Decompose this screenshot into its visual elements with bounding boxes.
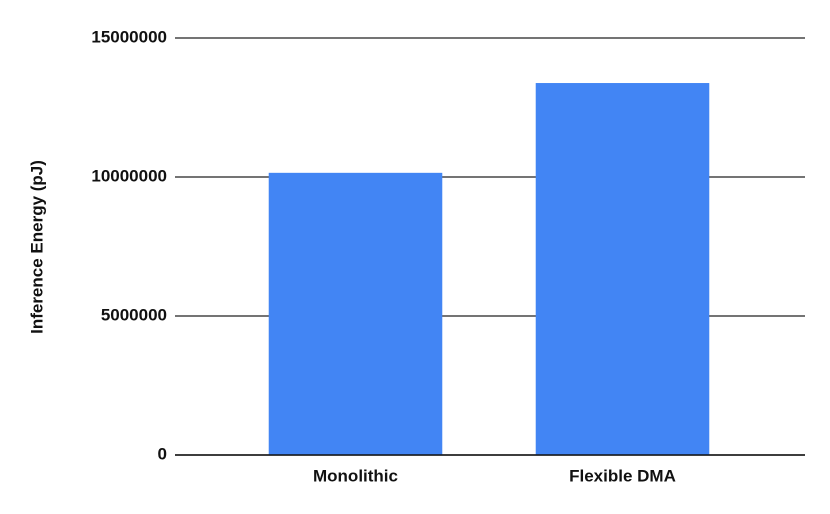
y-tick-label: 15000000	[91, 27, 167, 46]
y-tick-label: 5000000	[101, 305, 167, 324]
x-tick-label: Monolithic	[313, 466, 398, 485]
x-tick-label: Flexible DMA	[569, 466, 676, 485]
bar	[535, 83, 710, 455]
y-axis-title: Inference Energy (pJ)	[27, 160, 46, 334]
y-tick-label: 10000000	[91, 166, 167, 185]
bar	[268, 172, 443, 455]
y-tick-label: 0	[158, 444, 167, 463]
